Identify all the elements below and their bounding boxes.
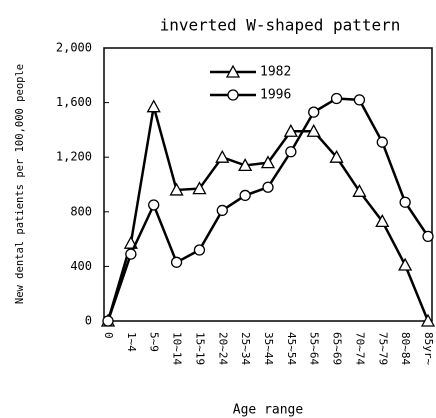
x-tick-label: 20~24: [216, 332, 229, 365]
x-tick-label: 80~84: [399, 332, 412, 365]
data-point: [375, 213, 390, 228]
data-point: [125, 248, 137, 260]
data-point: [238, 158, 253, 172]
x-tick-label: 10~14: [171, 332, 184, 365]
x-tick-label: 55~64: [308, 332, 321, 365]
data-point: [399, 196, 411, 208]
data-point: [306, 123, 321, 137]
x-tick-label: 5~9: [148, 332, 161, 352]
plot-frame: [103, 47, 433, 322]
data-point: [398, 257, 413, 271]
data-point: [376, 136, 388, 148]
data-point: [192, 181, 207, 195]
y-tick-label: 400: [70, 259, 92, 273]
x-tick-label: 45~54: [285, 332, 298, 365]
data-point: [102, 315, 114, 327]
y-axis-label: New dental patients per 100,000 people: [14, 64, 26, 304]
data-point: [352, 183, 367, 197]
data-point: [353, 94, 366, 106]
chart-title: inverted W-shaped pattern: [160, 16, 401, 35]
data-point: [330, 92, 343, 105]
data-point: [283, 123, 298, 137]
data-point: [215, 149, 230, 163]
data-point: [216, 204, 228, 217]
legend-marker: [225, 64, 241, 78]
data-point: [262, 181, 274, 193]
y-tick-label: 800: [70, 204, 92, 218]
x-tick-label: 75~79: [376, 332, 389, 365]
y-tick-label: 2,000: [56, 41, 92, 55]
y-tick-label: 1,600: [56, 95, 92, 109]
data-point: [308, 106, 320, 118]
y-tick-label: 0: [85, 314, 92, 328]
data-point: [193, 244, 206, 256]
legend-marker: [227, 89, 239, 101]
data-point: [148, 199, 160, 211]
data-point: [260, 155, 276, 169]
data-point: [329, 149, 344, 163]
data-point: [169, 182, 184, 196]
x-tick-label: 0: [102, 332, 115, 339]
x-tick-label: 65~69: [331, 332, 344, 365]
x-tick-label: 25~34: [239, 332, 252, 365]
y-tick-label: 1,200: [56, 150, 92, 164]
data-point: [285, 146, 297, 158]
legend-label: 1982: [260, 65, 291, 80]
x-tick-label: 1~4: [125, 332, 138, 352]
legend-label: 1996: [260, 88, 291, 103]
data-point: [422, 230, 434, 243]
data-point: [420, 313, 436, 327]
data-point: [239, 189, 251, 202]
x-tick-label: 70~74: [353, 332, 366, 365]
x-tick-label: 15~19: [193, 332, 206, 365]
data-point: [146, 99, 161, 113]
x-tick-label: 35~44: [262, 332, 275, 365]
x-tick-label: 85yr~: [422, 332, 435, 365]
x-axis-label: Age range: [233, 403, 304, 418]
data-point: [170, 256, 183, 268]
